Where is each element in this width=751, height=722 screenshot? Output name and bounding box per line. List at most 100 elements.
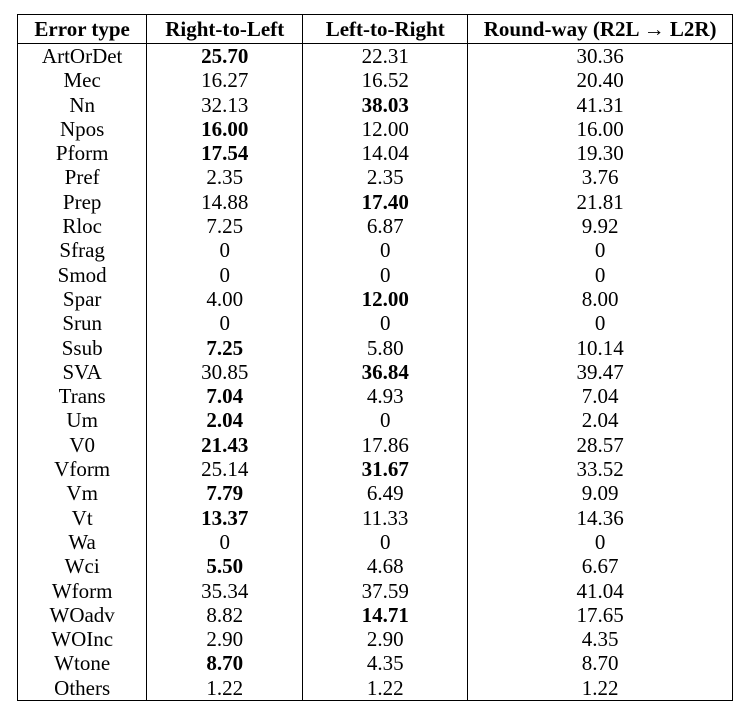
- cell-round-way: 30.36: [467, 43, 733, 69]
- cell-right-to-left: 5.50: [146, 554, 304, 579]
- cell-round-way: 10.14: [467, 335, 733, 360]
- cell-round-way: 20.40: [467, 68, 733, 93]
- cell-right-to-left: 13.37: [146, 505, 304, 530]
- cell-round-way: 41.04: [467, 578, 733, 603]
- cell-left-to-right: 11.33: [302, 505, 469, 530]
- table-body: ArtOrDet 25.70 22.31 30.36 Mec 16.27 16.52 20.4…: [16, 43, 733, 702]
- table-row: Wci 5.50 4.68 6.67: [16, 554, 733, 579]
- cell-left-to-right: 14.71: [302, 602, 469, 628]
- cell-error-type: Rloc: [16, 214, 148, 239]
- table-row: Pform 17.54 14.04 19.30: [16, 141, 733, 166]
- cell-error-type: Pform: [16, 141, 148, 166]
- table-row: Others 1.22 1.22 1.22: [16, 675, 733, 702]
- table-row: Vt 13.37 11.33 14.36: [16, 505, 733, 530]
- cell-error-type: V0: [16, 432, 148, 458]
- cell-right-to-left: 0: [146, 238, 304, 263]
- table-row: ArtOrDet 25.70 22.31 30.36: [16, 43, 733, 69]
- header-round-way: Round-way (R2L → L2R): [467, 14, 733, 44]
- table-row: Wform 35.34 37.59 41.04: [16, 578, 733, 603]
- cell-right-to-left: 0: [146, 529, 304, 555]
- cell-error-type: Vm: [16, 481, 148, 506]
- cell-right-to-left: 7.25: [146, 214, 304, 239]
- table-row: Npos 16.00 12.00 16.00: [16, 116, 733, 142]
- table-row: WOadv 8.82 14.71 17.65: [16, 602, 733, 628]
- cell-left-to-right: 31.67: [302, 457, 469, 482]
- cell-left-to-right: 14.04: [302, 141, 469, 166]
- table-row: Ssub 7.25 5.80 10.14: [16, 335, 733, 360]
- cell-left-to-right: 0: [302, 238, 469, 263]
- cell-error-type: Sfrag: [16, 238, 148, 263]
- cell-error-type: Smod: [16, 262, 148, 287]
- table-row: Wtone 8.70 4.35 8.70: [16, 651, 733, 676]
- cell-right-to-left: 8.70: [146, 651, 304, 676]
- cell-right-to-left: 25.70: [146, 43, 304, 69]
- cell-left-to-right: 6.49: [302, 481, 469, 506]
- table-row: Pref 2.35 2.35 3.76: [16, 165, 733, 190]
- cell-round-way: 8.70: [467, 651, 733, 676]
- cell-error-type: Ssub: [16, 335, 148, 360]
- table-row: Um 2.04 0 2.04: [16, 408, 733, 433]
- cell-right-to-left: 1.22: [146, 675, 304, 702]
- cell-left-to-right: 2.35: [302, 165, 469, 190]
- cell-round-way: 6.67: [467, 554, 733, 579]
- cell-left-to-right: 4.68: [302, 554, 469, 579]
- table-row: Wa 0 0 0: [16, 529, 733, 555]
- cell-right-to-left: 8.82: [146, 602, 304, 628]
- cell-error-type: Vt: [16, 505, 148, 530]
- cell-round-way: 9.09: [467, 481, 733, 506]
- cell-round-way: 9.92: [467, 214, 733, 239]
- cell-error-type: Others: [16, 675, 148, 702]
- cell-error-type: Prep: [16, 189, 148, 215]
- cell-left-to-right: 2.90: [302, 627, 469, 652]
- cell-right-to-left: 7.04: [146, 384, 304, 409]
- cell-right-to-left: 21.43: [146, 432, 304, 458]
- cell-error-type: Mec: [16, 68, 148, 93]
- table-row: Mec 16.27 16.52 20.40: [16, 68, 733, 93]
- cell-error-type: Um: [16, 408, 148, 433]
- table-row: WOInc 2.90 2.90 4.35: [16, 627, 733, 652]
- cell-round-way: 0: [467, 529, 733, 555]
- cell-round-way: 41.31: [467, 92, 733, 117]
- cell-error-type: Npos: [16, 116, 148, 142]
- cell-error-type: Wci: [16, 554, 148, 579]
- cell-right-to-left: 0: [146, 311, 304, 336]
- cell-error-type: Wa: [16, 529, 148, 555]
- cell-left-to-right: 12.00: [302, 286, 469, 312]
- cell-left-to-right: 22.31: [302, 43, 469, 69]
- cell-right-to-left: 16.27: [146, 68, 304, 93]
- cell-left-to-right: 36.84: [302, 359, 469, 385]
- cell-left-to-right: 37.59: [302, 578, 469, 603]
- cell-round-way: 8.00: [467, 286, 733, 312]
- table-row: Nn 32.13 38.03 41.31: [16, 92, 733, 117]
- cell-right-to-left: 2.90: [146, 627, 304, 652]
- cell-left-to-right: 0: [302, 529, 469, 555]
- error-type-results-table: Error type Right-to-Left Left-to-Right R…: [16, 14, 733, 702]
- cell-error-type: ArtOrDet: [16, 43, 148, 69]
- cell-round-way: 17.65: [467, 602, 733, 628]
- cell-right-to-left: 35.34: [146, 578, 304, 603]
- cell-error-type: Wtone: [16, 651, 148, 676]
- cell-error-type: WOInc: [16, 627, 148, 652]
- table-row: Vm 7.79 6.49 9.09: [16, 481, 733, 506]
- table-row: V0 21.43 17.86 28.57: [16, 432, 733, 458]
- table-row: Prep 14.88 17.40 21.81: [16, 189, 733, 215]
- cell-round-way: 19.30: [467, 141, 733, 166]
- cell-right-to-left: 2.04: [146, 408, 304, 433]
- table-header: Error type Right-to-Left Left-to-Right R…: [16, 14, 733, 44]
- cell-error-type: Trans: [16, 384, 148, 409]
- cell-round-way: 3.76: [467, 165, 733, 190]
- cell-right-to-left: 25.14: [146, 457, 304, 482]
- cell-right-to-left: 32.13: [146, 92, 304, 117]
- cell-round-way: 0: [467, 262, 733, 287]
- cell-right-to-left: 0: [146, 262, 304, 287]
- cell-right-to-left: 30.85: [146, 359, 304, 385]
- cell-round-way: 0: [467, 238, 733, 263]
- table-row: Srun 0 0 0: [16, 311, 733, 336]
- cell-round-way: 7.04: [467, 384, 733, 409]
- table-row: Trans 7.04 4.93 7.04: [16, 384, 733, 409]
- cell-left-to-right: 17.86: [302, 432, 469, 458]
- cell-right-to-left: 2.35: [146, 165, 304, 190]
- cell-left-to-right: 0: [302, 262, 469, 287]
- cell-left-to-right: 1.22: [302, 675, 469, 702]
